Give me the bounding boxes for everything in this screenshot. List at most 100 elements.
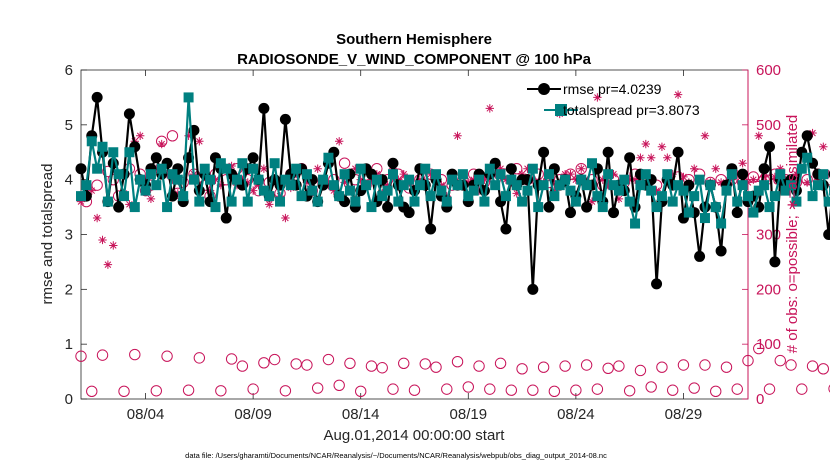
assimilated-obs-point (103, 260, 113, 269)
totalspread-point (791, 196, 802, 207)
totalspread-point (398, 180, 409, 191)
totalspread-point (205, 174, 216, 185)
totalspread-point (280, 174, 291, 185)
assimilated-obs-point (593, 93, 602, 102)
assimilated-obs-point (334, 137, 344, 146)
totalspread-point (231, 174, 242, 185)
rmse-point (382, 201, 394, 213)
totalspread-point (183, 92, 194, 103)
totalspread-point (264, 191, 275, 202)
rmse-point (123, 108, 135, 120)
totalspread-point (108, 147, 119, 158)
possible-obs-point (602, 362, 614, 374)
x-tick-label: 08/19 (450, 406, 488, 423)
totalspread-point (409, 196, 420, 207)
totalspread-point (812, 180, 823, 191)
rmse-point (608, 207, 620, 219)
possible-obs-point (91, 179, 103, 191)
totalspread-point (517, 196, 528, 207)
totalspread-point (355, 163, 366, 174)
possible-obs-point (182, 384, 195, 396)
rmse-point (737, 168, 749, 180)
possible-obs-point (279, 385, 292, 397)
assimilated-obs-point (770, 172, 780, 182)
assimilated-obs-point (437, 180, 446, 190)
totalspread-point (780, 185, 791, 196)
totalspread-point (495, 169, 506, 180)
possible-obs-point (322, 353, 335, 366)
totalspread-point (318, 174, 329, 185)
assimilated-obs-point (173, 189, 183, 198)
rmse-point (527, 283, 539, 295)
totalspread-point (447, 174, 458, 185)
totalspread-point (431, 169, 442, 180)
totalspread-point (221, 163, 232, 174)
assimilated-obs-point (673, 90, 683, 99)
totalspread-point (312, 196, 323, 207)
totalspread-point (694, 174, 705, 185)
totalspread-point (323, 152, 334, 163)
totalspread-point (678, 185, 689, 196)
assimilated-obs-point (415, 175, 425, 184)
y-tick-label: 2 (65, 281, 73, 298)
possible-obs-point (806, 360, 819, 372)
possible-obs-point (731, 383, 743, 395)
possible-obs-point (742, 354, 754, 367)
assimilated-obs-point (356, 175, 365, 184)
totalspread-point (732, 196, 743, 207)
totalspread-point (484, 163, 495, 174)
possible-obs-point (451, 356, 464, 368)
possible-obs-point (473, 360, 485, 372)
assimilated-obs-point (743, 178, 753, 187)
assimilated-obs-point (426, 169, 435, 179)
totalspread-point (151, 180, 162, 191)
rmse-point (500, 223, 512, 235)
totalspread-point (414, 180, 425, 191)
possible-obs-point (96, 349, 109, 361)
possible-obs-point (763, 383, 776, 395)
assimilated-obs-point (480, 175, 489, 184)
totalspread-point (549, 191, 560, 202)
totalspread-series (76, 92, 830, 229)
possible-obs-point (258, 357, 270, 369)
totalspread-point (500, 191, 511, 202)
assimilated-obs-point (614, 194, 624, 204)
rmse-point (75, 163, 87, 175)
totalspread-point (560, 174, 571, 185)
assimilated-obs-point (625, 175, 634, 184)
assimilated-obs-point (566, 169, 575, 179)
rmse-point (279, 113, 291, 125)
totalspread-point (511, 180, 522, 191)
y-right-tick-label: 0 (756, 391, 764, 408)
totalspread-point (215, 158, 226, 169)
assimilated-obs-point (738, 159, 747, 168)
totalspread-point (587, 158, 598, 169)
totalspread-point (463, 191, 474, 202)
totalspread-point (307, 185, 318, 196)
assimilated-obs-point (313, 164, 322, 173)
totalspread-point (371, 174, 382, 185)
totalspread-point (689, 191, 700, 202)
rmse-point (581, 201, 593, 213)
totalspread-point (226, 196, 237, 207)
possible-obs-point (548, 385, 561, 398)
assimilated-obs-point (512, 189, 521, 198)
x-tick-label: 08/14 (342, 406, 380, 423)
assimilated-obs-point (577, 164, 586, 173)
possible-obs-point (645, 381, 657, 393)
totalspread-point (366, 202, 377, 213)
y-tick-label: 1 (65, 336, 73, 353)
totalspread-point (194, 196, 205, 207)
possible-obs-point (398, 357, 410, 370)
totalspread-point (613, 185, 624, 196)
possible-obs-point (193, 352, 206, 364)
totalspread-point (640, 169, 651, 180)
possible-obs-point (419, 358, 431, 370)
assimilated-obs-point (76, 197, 86, 206)
totalspread-point (630, 218, 641, 229)
totalspread-point (253, 174, 264, 185)
totalspread-point (76, 191, 86, 202)
totalspread-point (786, 180, 797, 191)
rmse-point (769, 256, 781, 268)
possible-obs-point (484, 383, 496, 395)
